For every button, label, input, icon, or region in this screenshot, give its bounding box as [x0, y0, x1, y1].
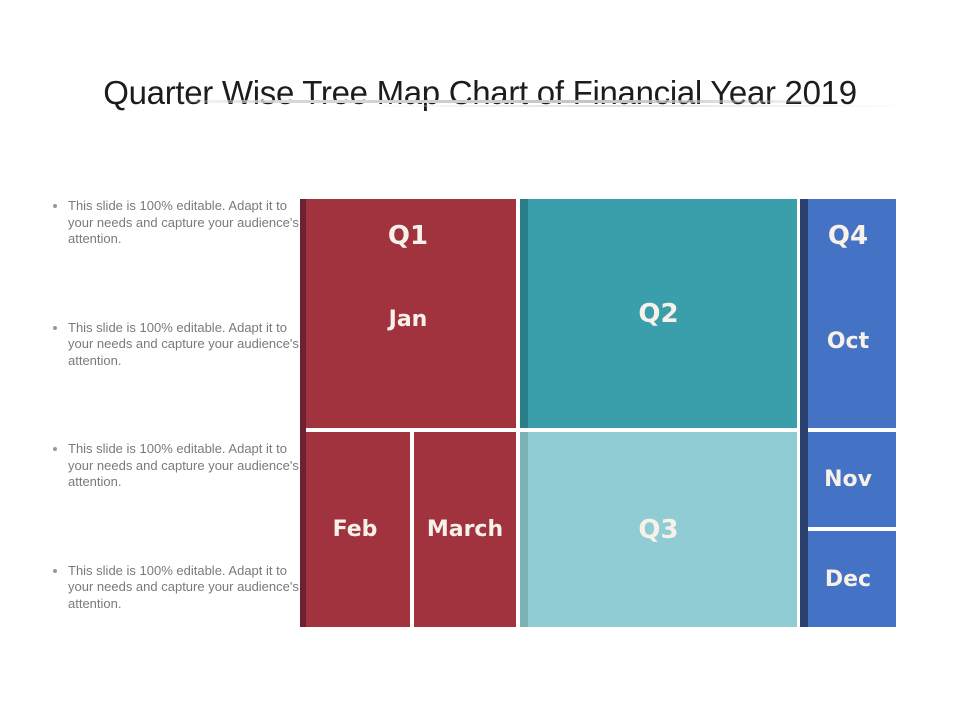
bullet-text: This slide is 100% editable. Adapt it to…: [68, 198, 299, 246]
bullet-item: This slide is 100% editable. Adapt it to…: [50, 320, 300, 370]
bullet-text: This slide is 100% editable. Adapt it to…: [68, 562, 299, 611]
q4-edge-shade: [800, 199, 808, 627]
q2-edge-shade: [520, 199, 528, 428]
bullet-item: This slide is 100% editable. Adapt it to…: [50, 563, 300, 613]
bullet-item: This slide is 100% editable. Adapt it to…: [50, 441, 300, 491]
dec-label: Dec: [824, 566, 872, 592]
feb-label: Feb: [332, 517, 378, 542]
march-label: March: [426, 517, 504, 542]
treemap-tile-q3: Q3: [520, 432, 797, 627]
slide-title: Quarter Wise Tree Map Chart of Financial…: [103, 74, 857, 112]
treemap-tile-q4-dec: Dec: [800, 531, 896, 627]
q3-label: Q3: [638, 514, 679, 545]
q1-edge-shade: [300, 199, 306, 627]
treemap-tile-q1-feb: Feb: [300, 432, 410, 627]
bullet-text: This slide is 100% editable. Adapt it to…: [68, 319, 299, 368]
q2-label: Q2: [638, 298, 679, 329]
title-divider: [170, 100, 812, 103]
bullet-text: This slide is 100% editable. Adapt it to…: [68, 441, 299, 489]
bullet-item: This slide is 100% editable. Adapt it to…: [50, 198, 300, 248]
oct-label: Oct: [826, 329, 870, 354]
bullet-list: This slide is 100% editable. Adapt it to…: [50, 198, 300, 684]
treemap-chart: Q1 Jan Feb March Q2 Q3 Q4 Oct Nov Dec: [300, 199, 896, 627]
bullet-dot: [53, 568, 57, 573]
treemap-tile-q1-jan: Q1 Jan: [300, 199, 516, 428]
title-divider-shadow: [358, 105, 915, 107]
jan-label: Jan: [388, 307, 428, 332]
treemap-tile-q4-oct: Q4 Oct: [800, 199, 896, 428]
q1-label: Q1: [387, 221, 429, 251]
bullet-dot: [53, 447, 57, 451]
nov-label: Nov: [824, 467, 872, 492]
treemap-tile-q4-nov: Nov: [800, 432, 896, 527]
q3-edge-shade: [520, 432, 528, 627]
bullet-dot: [53, 325, 57, 330]
q4-label: Q4: [827, 221, 869, 251]
bullet-dot: [53, 204, 57, 208]
treemap-tile-q2: Q2: [520, 199, 797, 428]
treemap-tile-q1-march: March: [414, 432, 516, 627]
